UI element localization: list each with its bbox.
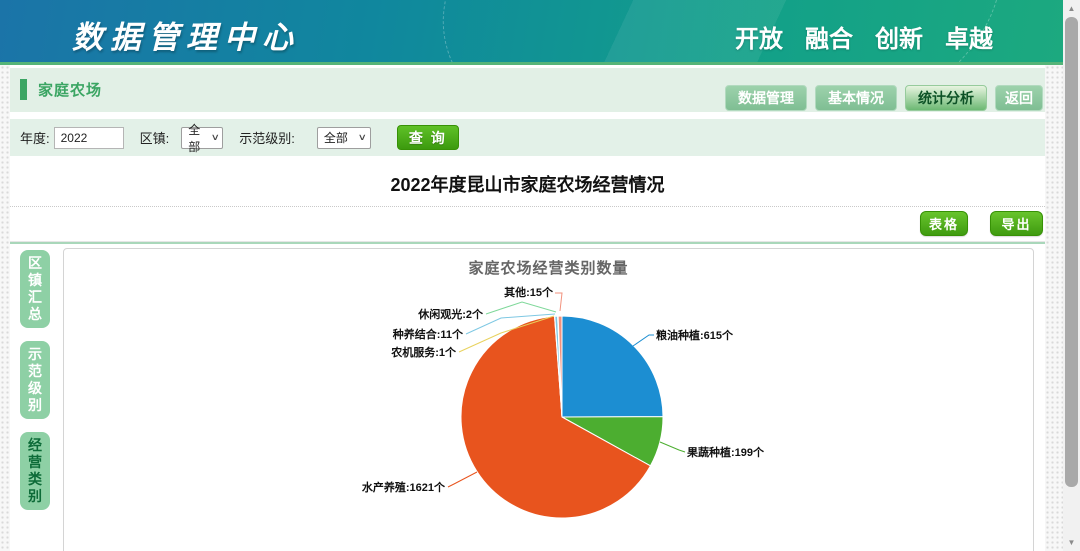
pie-label: 果蔬种植:199个 [686,445,765,459]
pie-leader-line [458,315,555,353]
chevron-down-icon: ∨ [357,132,368,142]
side-tab-demo-level[interactable]: 示范级别 [20,341,50,419]
module-title: 家庭农场 [20,79,102,100]
district-label: 区镇: [139,131,170,146]
pie-leader-line [447,471,478,488]
section-divider [10,241,1045,244]
scrollbar-thumb[interactable] [1065,17,1078,487]
district-select[interactable]: 全部 ∨ [181,123,224,154]
right-gutter [1045,65,1063,551]
pie-label: 休闲观光:2个 [417,307,484,321]
query-button[interactable]: 查 询 [396,125,459,150]
nav-button-statistics[interactable]: 统计分析 [905,85,987,111]
chevron-down-icon: ∨ [210,132,220,142]
pie-slice[interactable] [561,315,664,418]
pie-leader-line [659,441,686,453]
header-slogan: 开放 融合 创新 卓越 [735,27,993,53]
district-select-value: 全部 [188,122,201,154]
pie-label: 农机服务:1个 [390,345,457,359]
page-title: 2022年度昆山市家庭农场经营情况 [390,175,665,195]
nav-button-data-management[interactable]: 数据管理 [725,85,807,111]
pie-leader-line [465,313,556,335]
pie-label: 其他:15个 [504,285,554,299]
side-tab-district-summary[interactable]: 区镇汇总 [20,250,50,328]
export-button[interactable]: 导出 [990,211,1043,236]
pie-chart-panel: 家庭农场经营类别数量 粮油种植:615个果蔬种植:199个水产养殖:1621个 农… [63,248,1034,551]
pie-leader-line [555,292,563,312]
level-label: 示范级别: [239,131,295,146]
pie-slice[interactable] [557,315,563,418]
nav-button-basic-info[interactable]: 基本情况 [815,85,897,111]
left-gutter [0,65,10,551]
scroll-down-icon[interactable]: ▼ [1067,538,1076,547]
side-tab-business-category[interactable]: 经营类别 [20,432,50,510]
table-view-button[interactable]: 表格 [920,211,968,236]
module-nav: 数据管理 基本情况 统计分析 返回 [725,85,1043,111]
pie-label: 粮油种植:615个 [656,328,734,342]
pie-label: 种养结合:11个 [392,327,464,341]
app-logo: 数据管理中心 [72,20,300,56]
scroll-up-icon[interactable]: ▲ [1067,4,1076,13]
level-select-value: 全部 [323,131,348,145]
vertical-scrollbar[interactable]: ▲ ▼ [1063,0,1080,551]
app-header: 数据管理中心 开放 融合 创新 卓越 [0,0,1063,65]
green-tick-bar [20,79,27,100]
year-label: 年度: [20,131,50,146]
module-title-label: 家庭农场 [38,82,103,99]
pie-label: 水产养殖:1621个 [362,480,446,494]
chart-region: 区镇汇总 示范级别 经营类别 家庭农场经营类别数量 粮油种植:615个果蔬种植:… [10,248,1045,551]
dotted-separator [10,206,1045,207]
side-tabs: 区镇汇总 示范级别 经营类别 [20,250,50,510]
main-content: 2022年度昆山市家庭农场经营情况 表格 导出 区镇汇总 示范级别 经营类别 家… [10,156,1045,551]
pie-slice[interactable] [460,315,652,519]
chart-title: 家庭农场经营类别数量 [468,260,629,277]
year-input[interactable] [53,126,124,149]
level-select[interactable]: 全部 ∨ [316,126,371,149]
nav-button-return[interactable]: 返回 [995,85,1043,111]
filter-bar: 年度: 区镇: 全部 ∨ 示范级别: 全部 ∨ 查 询 [10,119,1045,156]
module-header: 家庭农场 数据管理 基本情况 统计分析 返回 [10,68,1045,112]
pie-leader-line [485,301,557,315]
pie-leader-line [632,334,654,347]
